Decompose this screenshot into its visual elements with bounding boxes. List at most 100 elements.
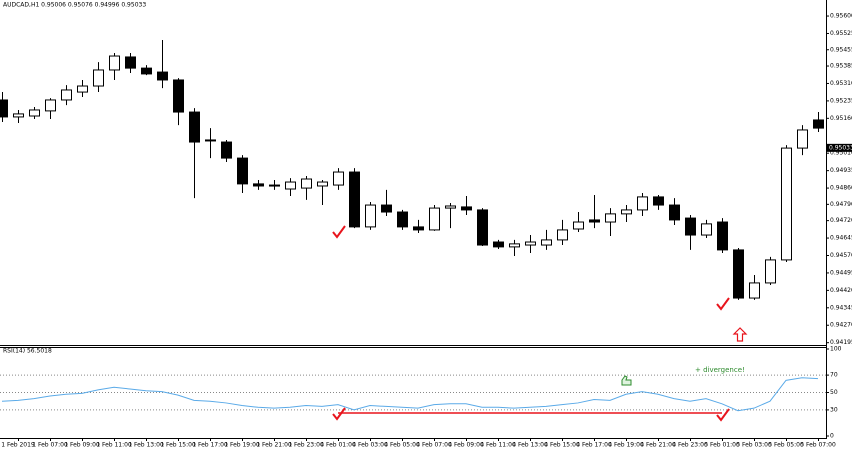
candle-body — [173, 79, 184, 113]
x-tick-label: 5 Feb 03:00 — [736, 442, 772, 449]
up-arrow — [732, 327, 748, 342]
candle-body — [493, 241, 504, 248]
candle-body — [781, 147, 792, 261]
x-tick-label: 4 Feb 01:00 — [320, 442, 356, 449]
x-tick-label: 1 Feb 07:00 — [32, 442, 68, 449]
y-tick-label: 0 — [830, 433, 834, 440]
y-tick-label: 0.94195 — [830, 339, 852, 346]
candle-body — [813, 119, 824, 129]
thumb-icon — [621, 375, 632, 386]
candle-body — [589, 219, 600, 223]
candle-body — [685, 217, 696, 236]
y-tick-label: 0.95385 — [830, 63, 852, 70]
annotations: + divergence! — [332, 225, 748, 422]
x-tick-label: 4 Feb 07:00 — [416, 442, 452, 449]
candle-body — [413, 226, 424, 231]
candle-body — [349, 171, 360, 228]
x-tick-label: 1 Feb 09:00 — [64, 442, 100, 449]
y-tick-label: 0.95455 — [830, 46, 852, 53]
x-tick-label: 1 Feb 2019 — [1, 442, 35, 449]
candle-body — [525, 241, 536, 246]
x-tick-label: 5 Feb 01:00 — [704, 442, 740, 449]
check-mark — [332, 225, 346, 239]
x-tick-label: 5 Feb 07:00 — [800, 442, 836, 449]
y-tick-label: 30 — [830, 406, 838, 413]
x-tick-label: 1 Feb 13:00 — [128, 442, 164, 449]
candle-body — [0, 99, 8, 118]
x-tick-label: 1 Feb 11:00 — [96, 442, 132, 449]
candle-body — [477, 209, 488, 246]
annotation-text: + divergence! — [695, 366, 745, 374]
candle-body — [701, 223, 712, 236]
last-price-box — [827, 143, 852, 152]
candle-body — [333, 171, 344, 186]
candle-body — [573, 221, 584, 230]
candle-body — [29, 109, 40, 117]
x-tick-label: 4 Feb 19:00 — [608, 442, 644, 449]
x-tick-label: 1 Feb 19:00 — [224, 442, 260, 449]
last-price-label: 0.95033 — [829, 144, 852, 151]
candle-body — [61, 89, 72, 101]
candle-body — [93, 69, 104, 87]
candle-body — [733, 249, 744, 299]
indicator-title: RSI(14) 56.5018 — [3, 348, 52, 355]
y-tick-label: 0.94345 — [830, 304, 852, 311]
x-tick-label: 4 Feb 21:00 — [640, 442, 676, 449]
candle-body — [381, 204, 392, 213]
candle-body — [109, 55, 120, 71]
x-tick-label: 4 Feb 17:00 — [576, 442, 612, 449]
y-tick-label: 0.94495 — [830, 269, 852, 276]
candle-body — [797, 129, 808, 149]
candle-body — [541, 239, 552, 246]
candle-body — [653, 196, 664, 206]
candle-body — [237, 157, 248, 185]
check-mark — [332, 407, 346, 421]
candle-body — [621, 209, 632, 215]
candle-body — [301, 178, 312, 189]
candle-body — [13, 113, 24, 118]
x-tick-label: 4 Feb 09:00 — [448, 442, 484, 449]
candle-body — [397, 211, 408, 228]
candle-body — [45, 99, 56, 112]
check-mark — [716, 408, 730, 422]
y-tick-label: 70 — [830, 372, 838, 379]
candle-body — [557, 229, 568, 241]
x-tick-label: 4 Feb 11:00 — [480, 442, 516, 449]
x-tick-label: 4 Feb 13:00 — [512, 442, 548, 449]
rsi-line — [1, 377, 819, 412]
x-tick-label: 4 Feb 03:00 — [352, 442, 388, 449]
candle-body — [461, 206, 472, 211]
candle-body — [749, 282, 760, 299]
y-tick-label: 0.95235 — [830, 97, 852, 104]
candle-body — [509, 243, 520, 248]
x-tick-label: 1 Feb 21:00 — [256, 442, 292, 449]
y-tick-label: 0.95525 — [830, 30, 852, 37]
candle-body — [429, 207, 440, 231]
x-tick-label: 1 Feb 15:00 — [160, 442, 196, 449]
y-tick-label: 100 — [830, 346, 842, 353]
candle-body — [637, 196, 648, 211]
chart-title: AUDCAD,H1 0.95006 0.95076 0.94996 0.9503… — [3, 2, 146, 9]
candle-body — [365, 204, 376, 228]
check-mark — [716, 297, 730, 311]
x-tick-label: 4 Feb 23:00 — [672, 442, 708, 449]
candle-body — [285, 181, 296, 190]
candle-body — [205, 139, 216, 142]
candle-body — [221, 141, 232, 159]
candle-body — [717, 221, 728, 251]
x-tick-label: 4 Feb 05:00 — [384, 442, 420, 449]
candle-body — [125, 56, 136, 69]
candle-body — [77, 85, 88, 93]
candle-body — [605, 213, 616, 223]
x-tick-label: 4 Feb 15:00 — [544, 442, 580, 449]
candle-body — [269, 184, 280, 187]
candle-body — [317, 181, 328, 187]
candle-body — [189, 111, 200, 143]
